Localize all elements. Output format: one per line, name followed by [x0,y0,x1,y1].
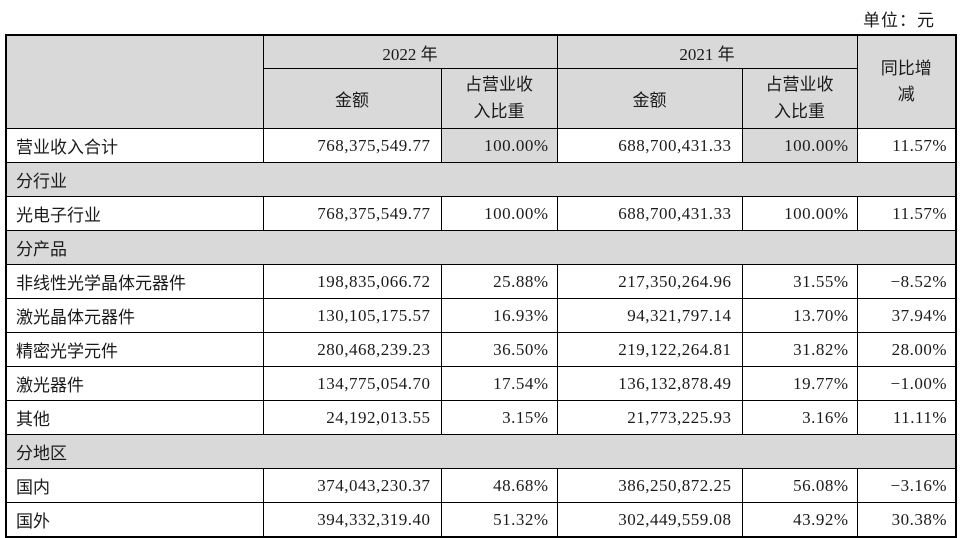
row-label: 激光器件 [5,366,264,401]
table-row: 精密光学元件 280,468,239.23 36.50% 219,122,264.81… [5,332,957,367]
yoy-cell: −1.00% [856,366,957,401]
pct-2022-cell: 3.15% [440,400,558,435]
pct-2022-cell: 25.88% [440,264,558,299]
pct-2022-cell: 36.50% [440,332,558,367]
header-year-2022: 2022 年 [262,34,558,69]
header-amount-2022: 金额 [262,68,442,129]
yoy-cell: −3.16% [856,468,957,503]
row-label: 激光晶体元器件 [5,298,264,333]
amount-2022-cell: 768,375,549.77 [262,196,442,231]
header-pct-2022: 占营业收入比重 [440,68,558,129]
table-row: 国外 394,332,319.40 51.32% 302,449,559.08 43.9… [5,502,957,538]
header-row-subcolumns: 金额 占营业收入比重 金额 占营业收入比重 [6,68,956,129]
row-label: 营业收入合计 [5,128,264,163]
table-row: 激光器件 134,775,054.70 17.54% 136,132,878.49 19… [5,366,957,401]
table-row: 非线性光学晶体元器件 198,835,066.72 25.88% 217,350,26… [5,264,957,299]
table-row: 营业收入合计 768,375,549.77 100.00% 688,700,431.3… [5,128,957,163]
yoy-cell: 37.94% [856,298,957,333]
amount-2021-cell: 217,350,264.96 [556,264,743,299]
section-label: 分产品 [5,230,957,265]
header-yoy-change: 同比增减 [856,34,957,129]
yoy-cell: 28.00% [856,332,957,367]
header-pct-2021: 占营业收入比重 [741,68,858,129]
amount-2022-cell: 198,835,066.72 [262,264,442,299]
pct-2022-cell: 17.54% [440,366,558,401]
amount-2022-cell: 24,192,013.55 [262,400,442,435]
row-label: 国外 [5,502,264,538]
pct-2021-cell: 31.82% [741,332,858,367]
corner-cell [5,34,264,129]
header-pct-2022-label: 占营业收入比重 [465,75,533,121]
pct-2022-cell: 48.68% [440,468,558,503]
amount-2022-cell: 280,468,239.23 [262,332,442,367]
table-row: 光电子行业 768,375,549.77 100.00% 688,700,431.33… [5,196,957,231]
yoy-cell: 30.38% [856,502,957,538]
table-row: 国内 374,043,230.37 48.68% 386,250,872.25 56.0… [5,468,957,503]
pct-2021-cell: 19.77% [741,366,858,401]
section-row: 分产品 [5,230,957,265]
yoy-cell: 11.57% [856,128,957,163]
pct-2021-cell: 100.00% [741,196,858,231]
header-year-2021: 2021 年 [556,34,858,69]
amount-2022-cell: 394,332,319.40 [262,502,442,538]
pct-2022-cell: 100.00% [440,128,558,163]
amount-2022-cell: 374,043,230.37 [262,468,442,503]
amount-2022-cell: 134,775,054.70 [262,366,442,401]
pct-2022-cell: 100.00% [440,196,558,231]
pct-2022-cell: 16.93% [440,298,558,333]
amount-2021-cell: 21,773,225.93 [556,400,743,435]
header-amount-2021: 金额 [556,68,743,129]
header-row-years: 2022 年 2021 年 同比增减 [5,34,957,129]
pct-2021-cell: 56.08% [741,468,858,503]
amount-2022-cell: 130,105,175.57 [262,298,442,333]
amount-2021-cell: 302,449,559.08 [556,502,743,538]
section-row: 分行业 [5,162,957,197]
header-pct-2021-label: 占营业收入比重 [765,75,834,121]
amount-2021-cell: 688,700,431.33 [556,196,743,231]
pct-2021-cell: 13.70% [741,298,858,333]
section-row: 分地区 [5,434,957,469]
amount-2021-cell: 386,250,872.25 [556,468,743,503]
amount-2021-cell: 219,122,264.81 [556,332,743,367]
table-body: 营业收入合计 768,375,549.77 100.00% 688,700,431.3… [5,128,957,538]
amount-2021-cell: 136,132,878.49 [556,366,743,401]
section-label: 分地区 [5,434,957,469]
section-label: 分行业 [5,162,957,197]
pct-2021-cell: 3.16% [741,400,858,435]
pct-2021-cell: 100.00% [741,128,858,163]
amount-2021-cell: 688,700,431.33 [556,128,743,163]
yoy-cell: 11.11% [856,400,957,435]
row-label: 其他 [5,400,264,435]
yoy-cell: −8.52% [856,264,957,299]
amount-2022-cell: 768,375,549.77 [262,128,442,163]
unit-label: 单位：元 [863,11,935,30]
revenue-breakdown-table: 2022 年 2021 年 同比增减 金额 占营业收入比重 金额 占营业收入比重… [5,34,957,538]
table-row: 其他 24,192,013.55 3.15% 21,773,225.93 3.16% 11… [5,400,957,435]
row-label: 精密光学元件 [5,332,264,367]
pct-2021-cell: 43.92% [741,502,858,538]
table-row: 激光晶体元器件 130,105,175.57 16.93% 94,321,797.14… [5,298,957,333]
pct-2021-cell: 31.55% [741,264,858,299]
amount-2021-cell: 94,321,797.14 [556,298,743,333]
row-label: 光电子行业 [5,196,264,231]
row-label: 国内 [5,468,264,503]
pct-2022-cell: 51.32% [440,502,558,538]
header-yoy-change-label: 同比增减 [880,58,932,104]
yoy-cell: 11.57% [856,196,957,231]
row-label: 非线性光学晶体元器件 [5,264,264,299]
